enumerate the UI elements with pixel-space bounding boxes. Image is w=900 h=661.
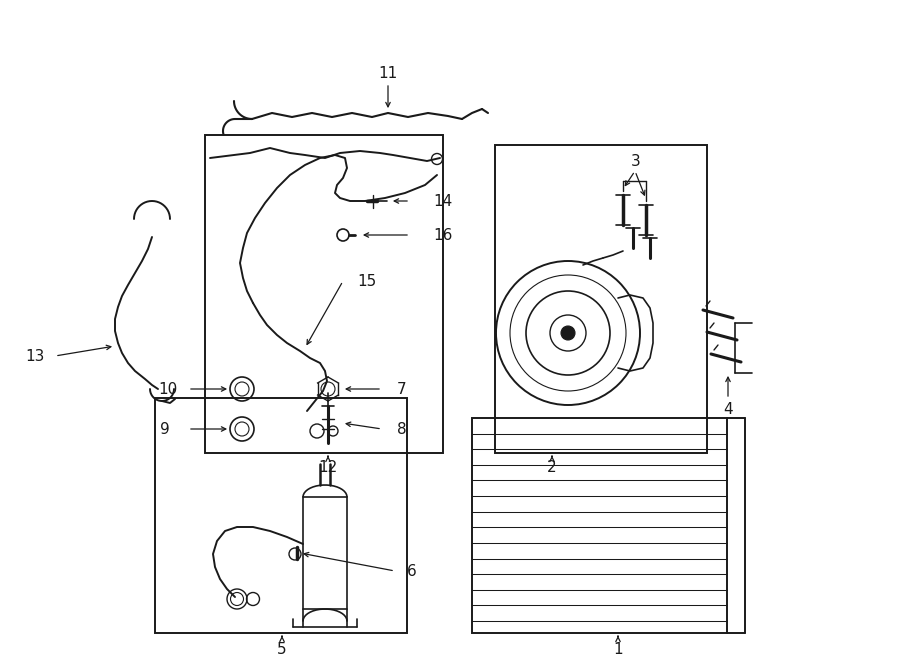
Text: 5: 5 <box>277 641 287 656</box>
Bar <box>472 418 727 633</box>
Text: 12: 12 <box>319 461 338 475</box>
Text: 8: 8 <box>397 422 407 436</box>
Text: 7: 7 <box>397 381 407 397</box>
Text: 11: 11 <box>378 65 398 81</box>
Bar <box>205 135 443 453</box>
Text: 15: 15 <box>357 274 376 288</box>
Text: 10: 10 <box>158 381 177 397</box>
Text: 6: 6 <box>407 563 417 578</box>
Bar <box>303 497 347 609</box>
Text: 4: 4 <box>724 401 733 416</box>
Bar <box>155 398 407 633</box>
Text: 2: 2 <box>547 461 557 475</box>
Text: 9: 9 <box>160 422 170 436</box>
Text: 16: 16 <box>433 227 453 243</box>
Bar <box>495 145 707 453</box>
Text: 1: 1 <box>613 641 623 656</box>
Text: 3: 3 <box>631 153 641 169</box>
Text: 14: 14 <box>433 194 452 208</box>
Text: 13: 13 <box>25 348 45 364</box>
Circle shape <box>561 326 575 340</box>
